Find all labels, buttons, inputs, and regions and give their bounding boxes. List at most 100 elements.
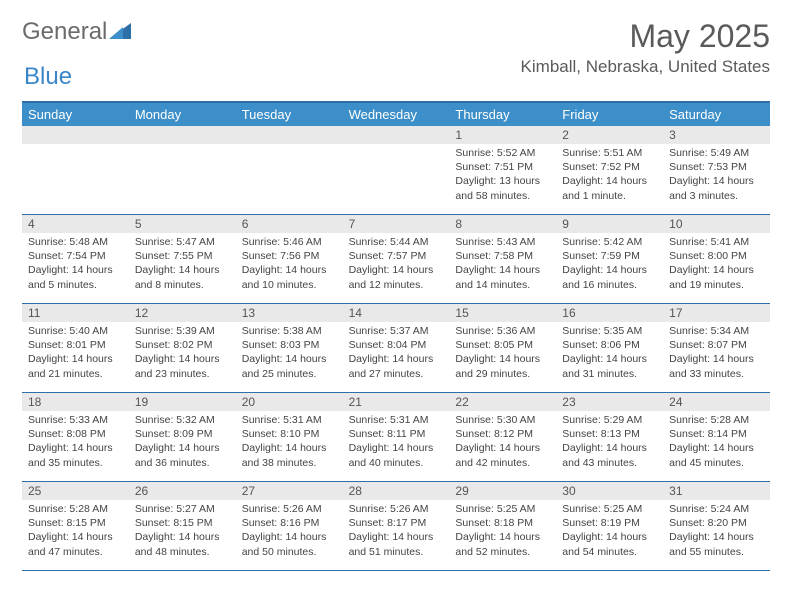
day-cell: 8Sunrise: 5:43 AMSunset: 7:58 PMDaylight… [449,215,556,303]
sunset-line: Sunset: 8:17 PM [349,516,444,530]
day-cell: 10Sunrise: 5:41 AMSunset: 8:00 PMDayligh… [663,215,770,303]
sunrise-line: Sunrise: 5:28 AM [669,413,764,427]
sunrise-line: Sunrise: 5:32 AM [135,413,230,427]
sunrise-line: Sunrise: 5:40 AM [28,324,123,338]
sunset-line: Sunset: 7:59 PM [562,249,657,263]
sunset-line: Sunset: 8:15 PM [135,516,230,530]
day-cell: 1Sunrise: 5:52 AMSunset: 7:51 PMDaylight… [449,126,556,214]
daylight-line: Daylight: 14 hours and 1 minute. [562,174,657,202]
sunrise-line: Sunrise: 5:26 AM [242,502,337,516]
day-number: 26 [129,482,236,500]
sunset-line: Sunset: 7:56 PM [242,249,337,263]
daylight-line: Daylight: 14 hours and 54 minutes. [562,530,657,558]
daylight-line: Daylight: 14 hours and 16 minutes. [562,263,657,291]
day-body: Sunrise: 5:28 AMSunset: 8:14 PMDaylight:… [663,411,770,472]
daylight-line: Daylight: 14 hours and 23 minutes. [135,352,230,380]
day-number: 24 [663,393,770,411]
day-number: 2 [556,126,663,144]
day-number: 23 [556,393,663,411]
day-cell: 18Sunrise: 5:33 AMSunset: 8:08 PMDayligh… [22,393,129,481]
sunset-line: Sunset: 8:03 PM [242,338,337,352]
day-body: Sunrise: 5:41 AMSunset: 8:00 PMDaylight:… [663,233,770,294]
day-number [129,126,236,144]
sunrise-line: Sunrise: 5:41 AM [669,235,764,249]
daylight-line: Daylight: 14 hours and 3 minutes. [669,174,764,202]
day-body: Sunrise: 5:42 AMSunset: 7:59 PMDaylight:… [556,233,663,294]
day-cell: 14Sunrise: 5:37 AMSunset: 8:04 PMDayligh… [343,304,450,392]
sunrise-line: Sunrise: 5:25 AM [455,502,550,516]
day-cell: 24Sunrise: 5:28 AMSunset: 8:14 PMDayligh… [663,393,770,481]
sunrise-line: Sunrise: 5:27 AM [135,502,230,516]
sunset-line: Sunset: 8:02 PM [135,338,230,352]
day-body: Sunrise: 5:25 AMSunset: 8:18 PMDaylight:… [449,500,556,561]
month-title: May 2025 [521,18,770,55]
daylight-line: Daylight: 14 hours and 5 minutes. [28,263,123,291]
location-text: Kimball, Nebraska, United States [521,57,770,77]
day-body: Sunrise: 5:25 AMSunset: 8:19 PMDaylight:… [556,500,663,561]
day-body: Sunrise: 5:52 AMSunset: 7:51 PMDaylight:… [449,144,556,205]
sunrise-line: Sunrise: 5:37 AM [349,324,444,338]
day-cell: 13Sunrise: 5:38 AMSunset: 8:03 PMDayligh… [236,304,343,392]
day-number: 3 [663,126,770,144]
day-cell: 3Sunrise: 5:49 AMSunset: 7:53 PMDaylight… [663,126,770,214]
sunset-line: Sunset: 8:10 PM [242,427,337,441]
sunset-line: Sunset: 8:04 PM [349,338,444,352]
weekday-header: Thursday [449,103,556,126]
day-cell: 16Sunrise: 5:35 AMSunset: 8:06 PMDayligh… [556,304,663,392]
sunrise-line: Sunrise: 5:25 AM [562,502,657,516]
day-body: Sunrise: 5:27 AMSunset: 8:15 PMDaylight:… [129,500,236,561]
day-body: Sunrise: 5:29 AMSunset: 8:13 PMDaylight:… [556,411,663,472]
day-body: Sunrise: 5:47 AMSunset: 7:55 PMDaylight:… [129,233,236,294]
day-body: Sunrise: 5:43 AMSunset: 7:58 PMDaylight:… [449,233,556,294]
sunrise-line: Sunrise: 5:33 AM [28,413,123,427]
day-number: 11 [22,304,129,322]
sunset-line: Sunset: 7:51 PM [455,160,550,174]
sunrise-line: Sunrise: 5:34 AM [669,324,764,338]
sunrise-line: Sunrise: 5:39 AM [135,324,230,338]
sunset-line: Sunset: 8:01 PM [28,338,123,352]
day-number [343,126,450,144]
sunrise-line: Sunrise: 5:52 AM [455,146,550,160]
logo: General [22,18,133,46]
sunset-line: Sunset: 7:52 PM [562,160,657,174]
daylight-line: Daylight: 14 hours and 25 minutes. [242,352,337,380]
day-body: Sunrise: 5:32 AMSunset: 8:09 PMDaylight:… [129,411,236,472]
day-cell: 19Sunrise: 5:32 AMSunset: 8:09 PMDayligh… [129,393,236,481]
day-number: 22 [449,393,556,411]
day-body: Sunrise: 5:36 AMSunset: 8:05 PMDaylight:… [449,322,556,383]
day-number [236,126,343,144]
week-row: 1Sunrise: 5:52 AMSunset: 7:51 PMDaylight… [22,126,770,215]
daylight-line: Daylight: 14 hours and 51 minutes. [349,530,444,558]
sunrise-line: Sunrise: 5:31 AM [349,413,444,427]
sunrise-line: Sunrise: 5:35 AM [562,324,657,338]
sunset-line: Sunset: 8:14 PM [669,427,764,441]
daylight-line: Daylight: 14 hours and 38 minutes. [242,441,337,469]
day-number: 27 [236,482,343,500]
sunrise-line: Sunrise: 5:47 AM [135,235,230,249]
day-body: Sunrise: 5:31 AMSunset: 8:10 PMDaylight:… [236,411,343,472]
day-cell [129,126,236,214]
sunrise-line: Sunrise: 5:29 AM [562,413,657,427]
daylight-line: Daylight: 14 hours and 47 minutes. [28,530,123,558]
day-body: Sunrise: 5:44 AMSunset: 7:57 PMDaylight:… [343,233,450,294]
day-cell: 20Sunrise: 5:31 AMSunset: 8:10 PMDayligh… [236,393,343,481]
daylight-line: Daylight: 14 hours and 42 minutes. [455,441,550,469]
day-body: Sunrise: 5:31 AMSunset: 8:11 PMDaylight:… [343,411,450,472]
daylight-line: Daylight: 14 hours and 48 minutes. [135,530,230,558]
day-body: Sunrise: 5:48 AMSunset: 7:54 PMDaylight:… [22,233,129,294]
day-body [236,144,343,148]
daylight-line: Daylight: 14 hours and 52 minutes. [455,530,550,558]
sunset-line: Sunset: 8:12 PM [455,427,550,441]
day-number: 20 [236,393,343,411]
sunrise-line: Sunrise: 5:46 AM [242,235,337,249]
daylight-line: Daylight: 13 hours and 58 minutes. [455,174,550,202]
sunset-line: Sunset: 8:08 PM [28,427,123,441]
day-number: 10 [663,215,770,233]
weekday-header: Sunday [22,103,129,126]
sunrise-line: Sunrise: 5:26 AM [349,502,444,516]
daylight-line: Daylight: 14 hours and 55 minutes. [669,530,764,558]
day-cell: 2Sunrise: 5:51 AMSunset: 7:52 PMDaylight… [556,126,663,214]
daylight-line: Daylight: 14 hours and 36 minutes. [135,441,230,469]
day-cell: 26Sunrise: 5:27 AMSunset: 8:15 PMDayligh… [129,482,236,570]
daylight-line: Daylight: 14 hours and 43 minutes. [562,441,657,469]
